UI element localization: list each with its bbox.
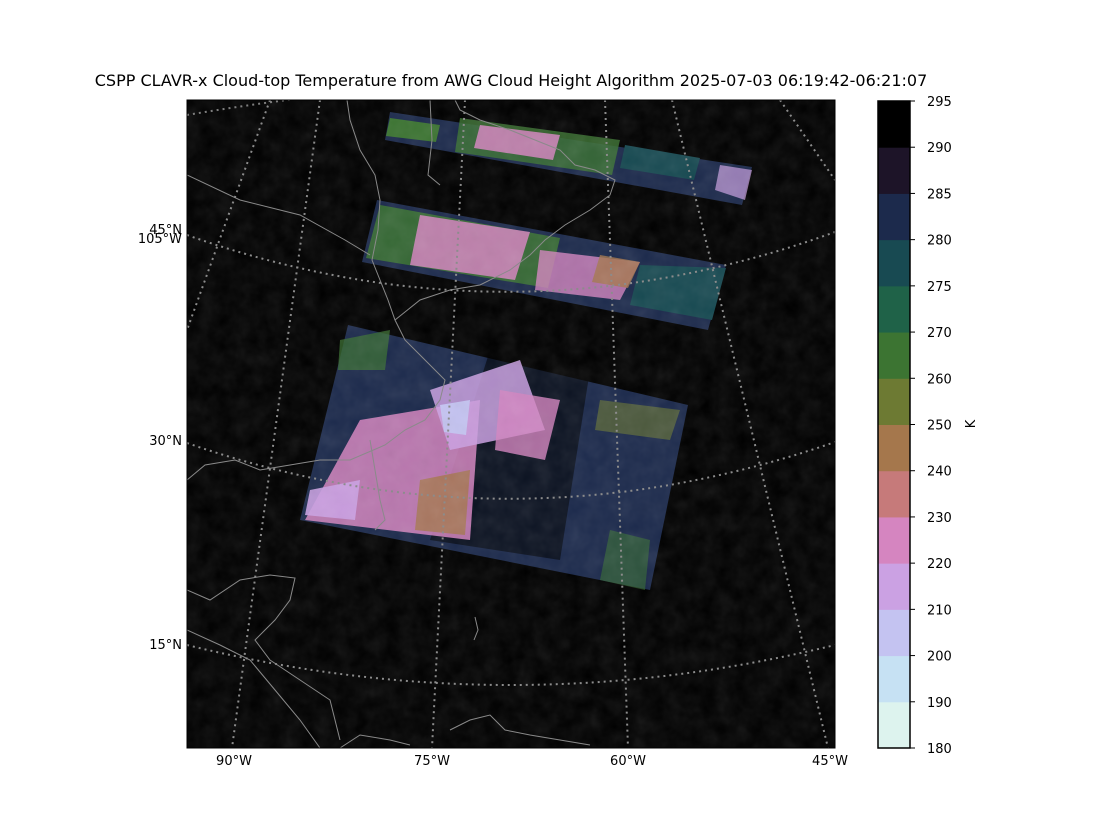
colorbar-tick-label: 275 (927, 280, 952, 295)
colorbar-tick-label: 280 (927, 234, 952, 249)
lon-label-75w: 75°W (414, 754, 450, 769)
colorbar-segment (878, 424, 910, 472)
colorbar-segment (878, 147, 910, 194)
lon-label-45w: 45°W (812, 754, 848, 769)
colorbar-segment (878, 609, 910, 657)
colorbar-segment (878, 193, 910, 241)
colorbar-tick-label: 190 (927, 696, 952, 711)
colorbar-tick-label: 220 (927, 557, 952, 572)
colorbar-segment (878, 563, 910, 610)
colorbar-tick-label: 285 (927, 187, 952, 202)
colorbar-tick-label: 290 (927, 141, 952, 156)
colorbar-tick-label: 250 (927, 419, 952, 434)
lat-label-30n: 30°N (149, 434, 182, 449)
colorbar-label: K (964, 419, 979, 428)
colorbar-segment (878, 378, 910, 425)
colorbar-segment (878, 655, 910, 703)
colorbar-segment (878, 239, 910, 287)
colorbar-tick-label: 295 (927, 95, 952, 110)
colorbar-tick-label: 180 (927, 742, 952, 757)
map-frame (186, 99, 836, 749)
colorbar: 180 190 200 210 220 230 240 250 260 270 275 280 285 2… (877, 95, 952, 757)
colorbar-segment (878, 701, 910, 749)
lon-label-90w: 90°W (216, 754, 252, 769)
colorbar-tick-label: 200 (927, 650, 952, 665)
colorbar-segment (878, 332, 910, 379)
colorbar-segment (878, 101, 910, 148)
map-panel: 45°N 105°W 30°N 15°N 90°W 75°W 60°W 45°W (138, 99, 848, 769)
coastlines (187, 100, 616, 748)
colorbar-tick-label: 240 (927, 465, 952, 480)
colorbar-segment (878, 470, 910, 518)
lat-label-45n: 45°N (149, 223, 182, 238)
chart-title: CSPP CLAVR-x Cloud-top Temperature from … (95, 71, 928, 90)
graticule (187, 100, 835, 748)
colorbar-segment (878, 285, 910, 333)
colorbar-segment (878, 516, 910, 564)
colorbar-tick-label: 270 (927, 326, 952, 341)
lat-label-15n: 15°N (149, 638, 182, 653)
lon-label-60w: 60°W (610, 754, 646, 769)
colorbar-tick-label: 210 (927, 603, 952, 618)
colorbar-tick-label: 260 (927, 372, 952, 387)
lon-label-105w: 105°W (138, 232, 182, 247)
colorbar-tick-label: 230 (927, 511, 952, 526)
